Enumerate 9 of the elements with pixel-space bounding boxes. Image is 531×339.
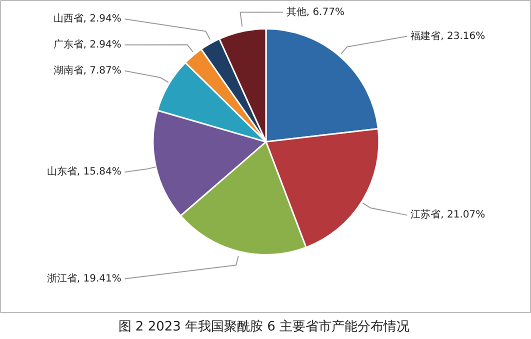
slice-label: 广东省, 2.94% [53,38,122,50]
slice-label: 江苏省, 21.07% [410,208,486,221]
slice-label: 山西省, 2.94% [53,12,122,25]
slice-label: 其他, 6.77% [286,6,344,18]
text: 图 2 2023 年我国聚酰胺 6 主要省市产能分布情况 [118,318,410,334]
slice-label: 山东省, 15.84% [46,166,122,178]
slice-label: 福建省, 23.16% [410,30,486,42]
slice-label: 湖南省, 7.87% [53,64,122,76]
slice-label: 浙江省, 19.41% [46,272,122,284]
